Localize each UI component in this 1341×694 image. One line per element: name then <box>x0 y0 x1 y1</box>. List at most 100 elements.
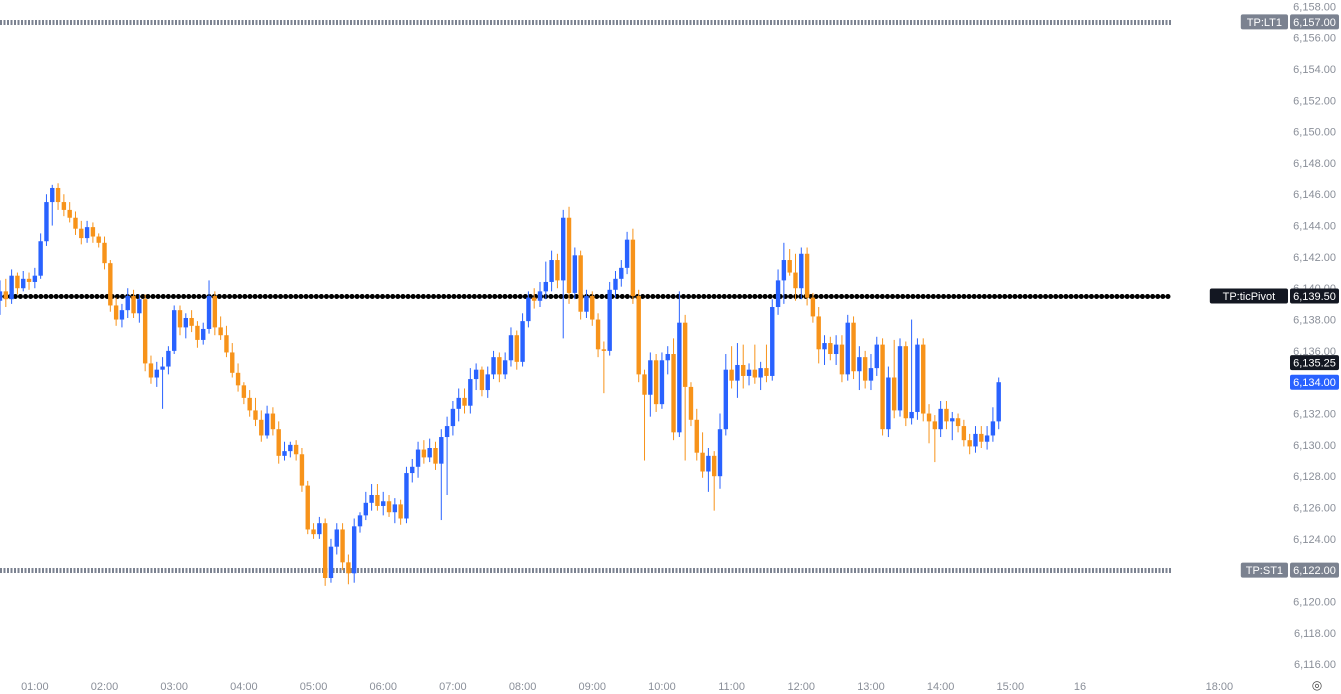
candle-body <box>177 310 183 328</box>
candle-body <box>502 360 508 375</box>
candle <box>723 354 729 436</box>
candle <box>915 338 920 420</box>
candle-body <box>241 385 247 398</box>
candle-body <box>758 368 763 378</box>
candle <box>183 313 189 339</box>
candle-body <box>299 454 305 486</box>
candle <box>793 253 798 301</box>
candle <box>311 523 316 539</box>
candle <box>903 341 909 427</box>
candle <box>932 415 938 463</box>
candle-body <box>171 310 177 351</box>
candle <box>421 440 427 464</box>
candle <box>706 448 711 492</box>
candle <box>357 512 363 533</box>
level-value-tag-text: 6,139.50 <box>1293 291 1336 303</box>
candle-body <box>578 255 583 312</box>
settings-icon[interactable]: ◎ <box>1311 678 1323 692</box>
candle-body <box>549 260 554 282</box>
candle <box>102 236 107 270</box>
candle-body <box>543 281 549 292</box>
candle <box>32 267 38 289</box>
candle <box>108 260 113 312</box>
candle-body <box>433 448 438 464</box>
candle <box>926 404 932 444</box>
time-tick-label: 02:00 <box>91 681 119 693</box>
candle-body <box>340 529 345 563</box>
candle <box>61 194 67 217</box>
candle <box>386 494 392 517</box>
candle <box>595 313 601 358</box>
candle-body <box>415 449 421 467</box>
candle <box>346 554 351 585</box>
candle-body <box>386 501 392 513</box>
candle-body <box>781 260 787 281</box>
candle-body <box>799 253 804 289</box>
candle <box>119 303 125 328</box>
candle <box>630 228 636 304</box>
candle <box>497 352 502 383</box>
candle-body <box>0 291 3 301</box>
candle-body <box>462 397 467 406</box>
candle <box>288 441 293 458</box>
level-name-tag-bg <box>1240 14 1288 30</box>
candle-body <box>15 275 20 289</box>
candle <box>694 408 699 461</box>
candle <box>874 336 879 376</box>
candle <box>839 335 845 383</box>
level-value-tag-bg <box>1290 288 1339 304</box>
candle <box>787 249 792 276</box>
candle-body <box>671 354 676 433</box>
candle <box>21 270 26 292</box>
price-tag-text: 6,135.25 <box>1293 358 1336 370</box>
candle-body <box>804 253 810 298</box>
candle-body <box>868 368 874 381</box>
candle <box>142 294 148 372</box>
candle <box>561 209 566 339</box>
candle-body <box>950 418 955 422</box>
candle-body <box>183 317 189 328</box>
price-tag: 6,135.25 <box>1290 355 1339 371</box>
candle <box>491 350 496 380</box>
candle-body <box>572 255 578 293</box>
candle-body <box>833 344 839 355</box>
level-value-tag-text: 6,157.00 <box>1293 17 1336 29</box>
candle-body <box>775 280 781 308</box>
candle-body <box>410 466 415 474</box>
price-tick-label: 6,146.00 <box>1293 189 1336 201</box>
candle <box>659 352 665 409</box>
price-tick-label: 6,126.00 <box>1293 503 1336 515</box>
candle <box>410 458 415 483</box>
candle <box>909 319 914 425</box>
candle <box>653 354 659 412</box>
candle-body <box>61 202 67 210</box>
candle <box>613 270 618 298</box>
time-axis[interactable]: 01:00 02:00 03:00 04:00 05:00 06:00 07:00 08:00… <box>21 681 1233 693</box>
candle-body <box>595 319 601 350</box>
candle-body <box>247 397 252 411</box>
candle-body <box>67 209 72 218</box>
candle <box>462 388 467 414</box>
candle <box>502 352 508 380</box>
candle <box>520 313 525 367</box>
candle-body <box>694 419 699 453</box>
candle <box>758 361 763 391</box>
candle-body <box>601 349 607 351</box>
candle-body <box>375 494 380 506</box>
price-tick-label: 6,152.00 <box>1293 95 1336 107</box>
candle-body <box>955 418 961 427</box>
candle-body <box>328 546 334 579</box>
candle <box>206 280 212 334</box>
candle-body <box>79 228 84 239</box>
candle-body <box>839 344 845 375</box>
candle-body <box>264 413 270 436</box>
candle <box>26 272 32 290</box>
candle <box>967 433 972 455</box>
candle-body <box>3 291 9 300</box>
candle <box>259 410 264 442</box>
candle-body <box>218 327 223 336</box>
candle <box>508 327 514 367</box>
candle-body <box>230 352 235 373</box>
candle-body <box>886 377 891 430</box>
